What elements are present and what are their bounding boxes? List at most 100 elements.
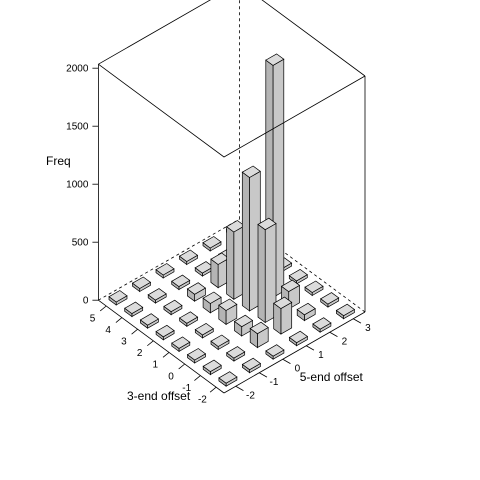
box-edge-top-front — [98, 63, 366, 158]
bar-top-face — [147, 288, 167, 301]
bar-top-face — [249, 321, 269, 335]
bar — [312, 317, 332, 333]
bar — [225, 220, 246, 300]
y-tick-label: 1 — [153, 360, 159, 371]
bars-layer — [108, 53, 356, 387]
x-tick-mark — [353, 318, 362, 324]
bar — [288, 330, 309, 347]
bar-top-face — [186, 282, 207, 295]
bar — [194, 322, 214, 339]
bar — [218, 298, 238, 326]
bar-top-face — [155, 263, 175, 276]
bar-top-face — [296, 302, 316, 316]
bar-top-face — [265, 53, 285, 66]
x-tick-mark — [259, 372, 268, 378]
bar — [108, 290, 128, 306]
x-tick-mark — [235, 385, 244, 391]
y-tick-mark — [131, 328, 138, 335]
bar — [171, 336, 191, 353]
bar-top-face — [171, 274, 191, 288]
y-tick-label: -1 — [182, 383, 191, 394]
bar-top-face — [210, 334, 230, 347]
x-tick-label: -2 — [246, 391, 255, 402]
x-tick-label: -1 — [269, 377, 278, 388]
bar-top-face — [280, 279, 301, 293]
bar — [233, 314, 254, 337]
bar-top-face — [202, 291, 222, 304]
bar — [226, 346, 246, 362]
bar — [288, 268, 308, 285]
y-tick-mark — [178, 363, 186, 370]
x-tick-label: 2 — [342, 337, 348, 348]
y-tick-mark — [209, 386, 217, 393]
bar-top-face — [124, 301, 144, 315]
bar-top-face — [257, 217, 277, 231]
bar — [241, 357, 262, 374]
bar-top-face — [178, 249, 199, 262]
y-tick-label: -2 — [198, 394, 207, 405]
bar — [335, 303, 356, 320]
floor-plane — [98, 299, 366, 394]
bar — [194, 261, 214, 277]
bar — [210, 334, 230, 351]
bar-top-face — [288, 268, 308, 282]
bar-top-face — [163, 299, 183, 313]
bar-top-face — [155, 324, 175, 338]
bar — [257, 217, 277, 324]
bar — [186, 348, 207, 364]
bar-top-face — [225, 220, 246, 233]
y-tick-mark — [162, 352, 170, 358]
bar-top-face — [178, 311, 199, 324]
bar — [241, 165, 261, 312]
bar-top-face — [108, 290, 128, 303]
bar — [202, 359, 222, 376]
z-tick-label: 1500 — [66, 122, 89, 133]
box-edge-top-back — [98, 0, 366, 77]
z-tick-label: 500 — [72, 238, 89, 249]
bar-top-face — [233, 314, 254, 328]
y-tick-label: 3 — [121, 336, 127, 347]
x-tick-label: 0 — [295, 364, 301, 375]
bar-top-face — [304, 280, 324, 293]
bar — [273, 296, 293, 335]
bar — [210, 252, 230, 289]
x-axis-title: 5-end offset — [300, 370, 364, 384]
bar-side-face — [257, 223, 266, 324]
bar-top-face — [202, 359, 222, 373]
bar-top-face — [131, 276, 152, 289]
bar — [178, 311, 199, 327]
y-tick-mark — [99, 305, 107, 312]
y-tick-label: 2 — [137, 348, 143, 359]
bar — [304, 280, 324, 297]
bar-side-face — [226, 226, 235, 300]
box-front-edges — [98, 0, 366, 312]
bar-top-face — [335, 303, 356, 317]
y-tick-label: 0 — [168, 371, 174, 382]
bar-top-face — [241, 165, 261, 178]
bar — [202, 291, 222, 314]
y-tick-label: 5 — [90, 313, 96, 324]
bar-top-face — [312, 317, 332, 330]
bar-top-face — [273, 296, 293, 310]
bar — [155, 263, 175, 279]
bar — [320, 292, 340, 308]
floor-edge-x — [223, 311, 366, 394]
bar-top-face — [265, 344, 285, 357]
y-tick-mark — [194, 375, 201, 381]
bar-top-face — [186, 348, 207, 361]
bar-top-face — [218, 371, 238, 384]
bar-top-face — [226, 346, 246, 359]
z-tick-label: 1000 — [66, 180, 89, 191]
z-tick-label: 2000 — [66, 64, 89, 75]
bar — [131, 276, 152, 293]
bar-top-face — [194, 261, 214, 274]
bar — [147, 288, 167, 304]
bar-top-face — [194, 322, 214, 336]
bar — [124, 301, 144, 318]
bar — [296, 302, 316, 322]
bar — [186, 282, 207, 302]
z-axis-title: Freq — [46, 154, 71, 168]
y-tick-mark — [115, 317, 123, 323]
